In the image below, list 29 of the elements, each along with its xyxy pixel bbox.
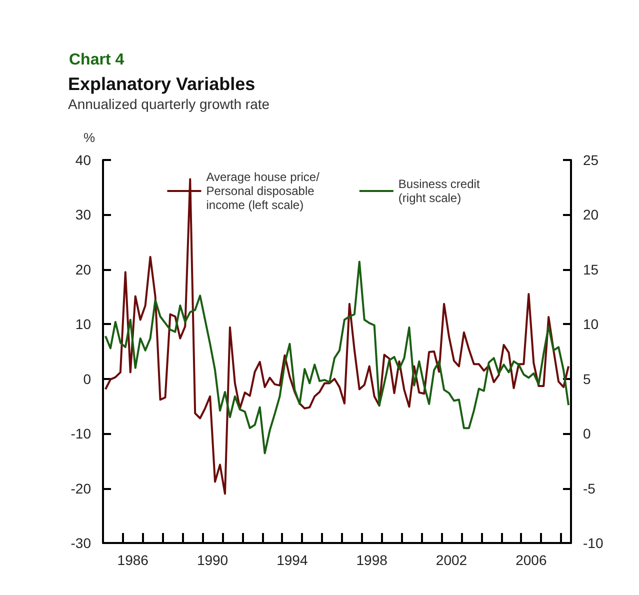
y2-tick-label: 0: [583, 426, 591, 442]
y-tick-label: 10: [75, 316, 92, 332]
legend-label: Business credit (right scale): [398, 177, 480, 205]
chart-subtitle: Annualized quarterly growth rate: [68, 96, 270, 112]
y2-tick-label: 15: [583, 261, 599, 278]
chart-title: Explanatory Variables: [68, 74, 256, 94]
y-axis-title: %: [83, 130, 96, 145]
x-tick-label: 1994: [276, 552, 308, 568]
x-tick-label: 1986: [117, 552, 149, 568]
x-tick-label: 2002: [436, 552, 468, 568]
y-tick-label: -20: [70, 480, 92, 496]
y2-tick-label: 5: [583, 370, 591, 387]
y2-tick-label: -5: [583, 480, 596, 496]
y-tick-label: 40: [75, 152, 92, 168]
y2-tick-label: 25: [583, 152, 599, 168]
x-tick-label: 2006: [516, 552, 547, 568]
y-tick-label: 0: [83, 370, 92, 387]
legend-label: Average house price/ Personal disposable income (left scale): [206, 170, 320, 212]
y2-tick-label: 10: [583, 316, 599, 332]
y-tick-label: 20: [75, 261, 92, 278]
y2-tick-label: 20: [583, 206, 599, 223]
x-tick-label: 1990: [196, 552, 228, 568]
x-tick-label: 1998: [356, 552, 388, 568]
y-tick-label: -30: [70, 535, 92, 551]
y2-tick-label: -10: [583, 535, 604, 551]
line-series: [104, 260, 570, 454]
caption: Chart 4: [69, 52, 124, 68]
y-tick-label: -10: [70, 426, 92, 442]
y-tick-label: 30: [75, 206, 92, 223]
